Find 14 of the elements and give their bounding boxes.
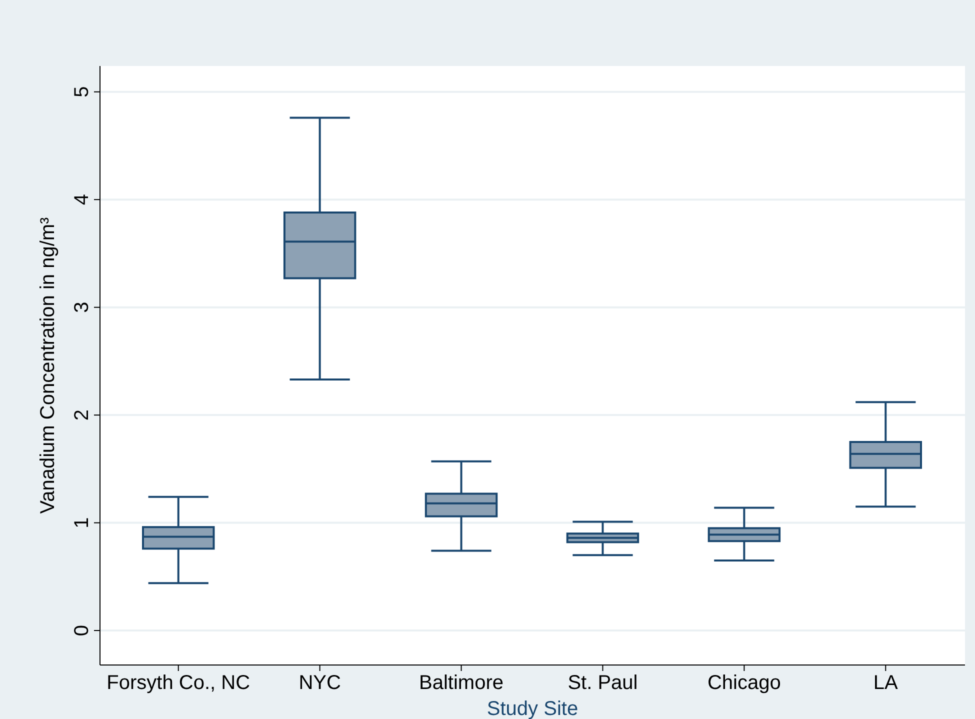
x-tick-label: Baltimore <box>419 672 504 694</box>
y-tick-label: 4 <box>71 194 93 206</box>
x-tick-label: LA <box>873 672 899 694</box>
x-tick-label: NYC <box>298 672 341 694</box>
x-tick-label: St. Paul <box>568 672 638 694</box>
x-tick-label: Chicago <box>707 672 781 694</box>
y-tick-label: 5 <box>71 86 93 98</box>
x-axis-title: Study Site <box>486 698 578 719</box>
x-tick-label: Forsyth Co., NC <box>106 672 250 694</box>
y-tick-label: 3 <box>71 302 93 313</box>
y-tick-label: 0 <box>71 624 93 636</box>
y-axis-title: Vanadium Concentration in ng/m³ <box>37 216 59 514</box>
y-tick-label: 2 <box>71 409 93 421</box>
y-tick-label: 1 <box>71 517 93 528</box>
